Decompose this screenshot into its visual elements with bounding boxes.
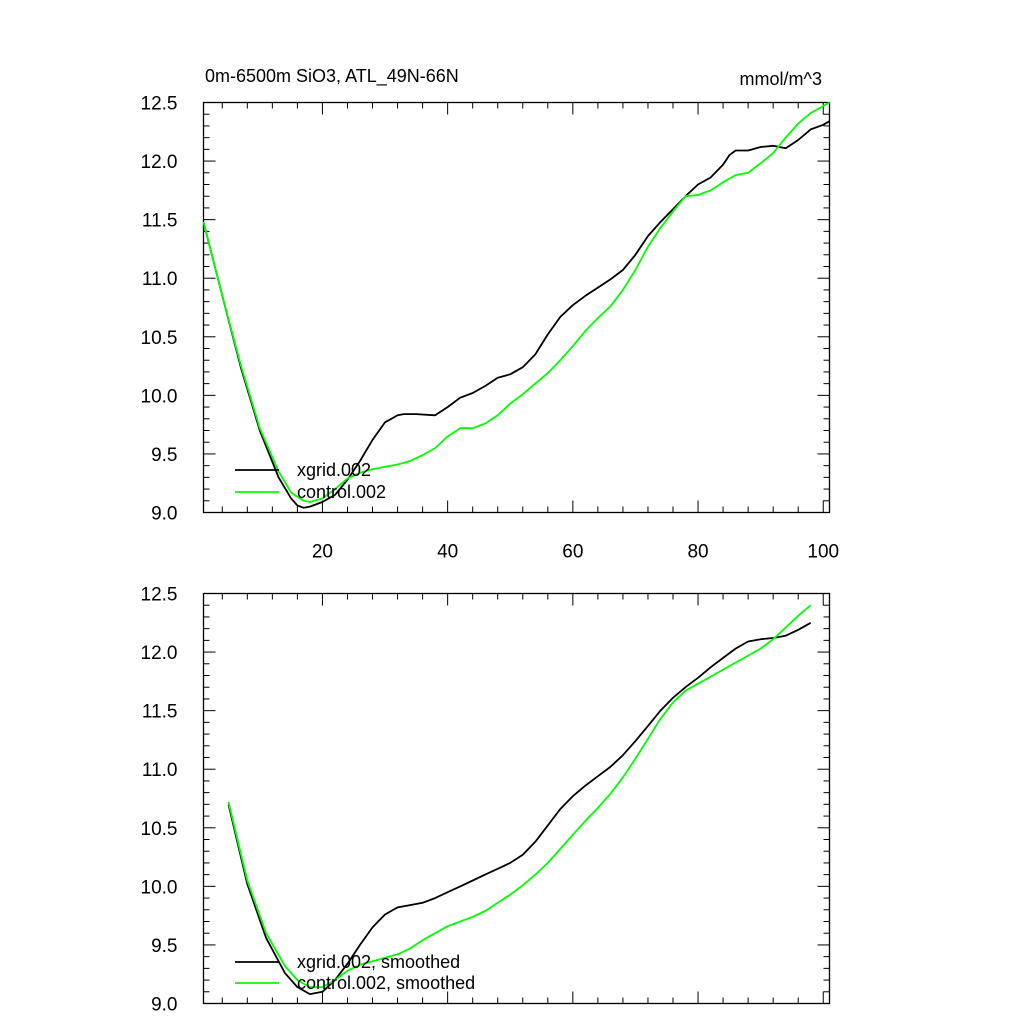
bottom-axis-ticks xyxy=(203,593,830,1004)
top-series-lines xyxy=(202,101,830,509)
y-tick-label: 11.5 xyxy=(142,211,178,232)
x-tick-label: 20 xyxy=(312,542,333,563)
y-tick-label: 11.5 xyxy=(142,702,178,723)
y-tick-label: 10.5 xyxy=(141,328,178,349)
legend-label: control.002 xyxy=(297,482,386,502)
top-y-tick-labels: 9.0 9.5 10.0 10.5 11.0 11.5 12.0 12.5 xyxy=(141,94,178,525)
y-tick-label: 10.0 xyxy=(141,877,178,898)
legend-label: xgrid.002 xyxy=(297,460,371,480)
y-tick-label: 9.0 xyxy=(151,995,177,1016)
y-tick-label: 9.5 xyxy=(151,936,177,957)
x-tick-label: 40 xyxy=(437,542,458,563)
legend-label: xgrid.002, smoothed xyxy=(297,952,460,972)
series-line-control xyxy=(202,101,830,503)
x-tick-label: 100 xyxy=(807,542,839,563)
top-x-tick-labels: 20 40 60 80 100 xyxy=(312,542,839,563)
top-chart-title: 0m-6500m SiO3, ATL_49N-66N xyxy=(205,66,459,87)
top-panel: 9.0 9.5 10.0 10.5 11.0 11.5 12.0 12.5 20 40 60 80 1… xyxy=(141,66,840,563)
bottom-plot-frame xyxy=(202,592,831,1005)
top-plot-frame xyxy=(202,101,831,514)
y-tick-label: 9.0 xyxy=(151,504,177,525)
series-line-xgrid xyxy=(202,120,830,509)
bottom-series-lines xyxy=(227,604,812,995)
y-tick-label: 12.0 xyxy=(141,152,178,173)
bottom-y-tick-labels: 9.0 9.5 10.0 10.5 11.0 11.5 12.0 12.5 xyxy=(141,585,178,1016)
series-line-xgrid xyxy=(227,622,812,995)
x-tick-label: 80 xyxy=(687,542,708,563)
y-tick-label: 11.0 xyxy=(142,269,178,290)
series-line-control xyxy=(227,604,812,988)
legend-label: control.002, smoothed xyxy=(297,973,475,993)
top-chart-units: mmol/m^3 xyxy=(740,69,822,89)
bottom-panel: 9.0 9.5 10.0 10.5 11.0 11.5 12.0 12.5 xgrid.002… xyxy=(141,585,831,1016)
y-tick-label: 9.5 xyxy=(151,445,177,466)
y-tick-label: 10.5 xyxy=(141,819,178,840)
top-axis-ticks xyxy=(203,102,830,513)
y-tick-label: 10.0 xyxy=(141,386,178,407)
y-tick-label: 12.5 xyxy=(141,94,178,115)
x-tick-label: 60 xyxy=(562,542,583,563)
y-tick-label: 12.5 xyxy=(141,585,178,606)
y-tick-label: 11.0 xyxy=(142,760,178,781)
y-tick-label: 12.0 xyxy=(141,643,178,664)
